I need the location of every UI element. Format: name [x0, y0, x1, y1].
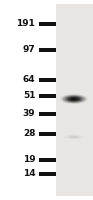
Ellipse shape: [69, 136, 78, 138]
Text: 28: 28: [23, 130, 35, 138]
Ellipse shape: [65, 96, 83, 102]
Bar: [39, 132, 56, 136]
Bar: [39, 172, 56, 176]
Bar: [39, 112, 56, 116]
Bar: [39, 158, 56, 162]
Text: 191: 191: [16, 20, 35, 28]
Ellipse shape: [72, 98, 76, 100]
Bar: [39, 78, 56, 82]
Bar: [56, 4, 93, 196]
Ellipse shape: [70, 98, 78, 100]
Ellipse shape: [60, 94, 88, 104]
Ellipse shape: [61, 95, 86, 104]
Ellipse shape: [64, 134, 84, 140]
Text: 19: 19: [23, 156, 35, 164]
Ellipse shape: [63, 95, 85, 103]
Bar: [39, 94, 56, 98]
Text: 14: 14: [23, 170, 35, 178]
Ellipse shape: [68, 97, 80, 101]
Bar: [39, 22, 56, 26]
Bar: [39, 48, 56, 52]
Text: 51: 51: [23, 92, 35, 100]
Ellipse shape: [67, 135, 81, 139]
Text: 64: 64: [23, 75, 35, 84]
Text: 97: 97: [23, 46, 35, 54]
Text: 39: 39: [23, 110, 35, 118]
